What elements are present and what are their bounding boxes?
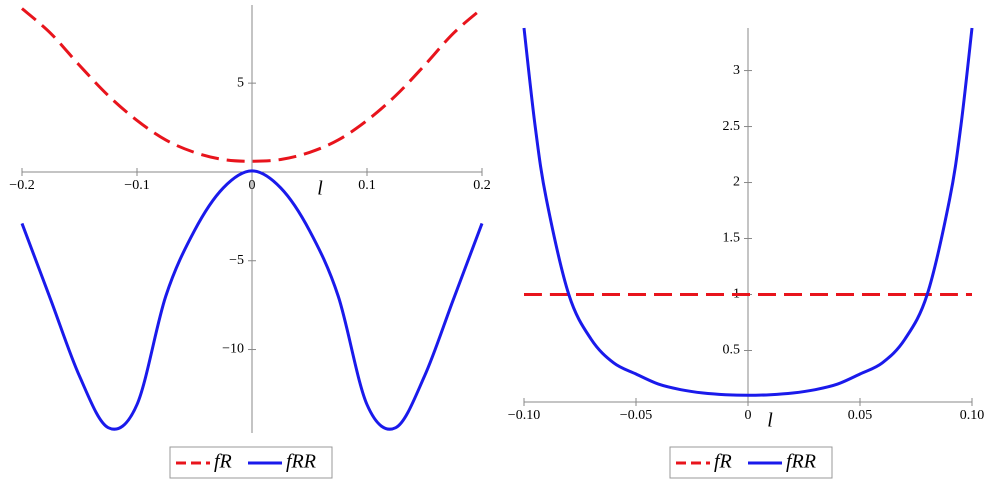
line-series	[20, 169, 484, 431]
x-tick-label: −0.05	[620, 408, 652, 423]
y-tick-label: −10	[222, 342, 244, 357]
legend-label: fRR	[286, 451, 316, 473]
x-tick-label: −0.2	[9, 178, 34, 193]
y-tick-label: 2	[733, 175, 740, 190]
legend-box	[669, 446, 833, 479]
x-tick-label: 0.05	[848, 408, 873, 423]
x-tick-label: −0.1	[124, 178, 149, 193]
legend-label: fR	[714, 451, 732, 473]
line-series	[522, 27, 974, 397]
y-tick-label: 2.5	[723, 119, 741, 134]
x-tick-label: 0.2	[473, 178, 491, 193]
x-tick-label: 0	[745, 408, 752, 423]
y-tick-label: 3	[733, 63, 740, 78]
legend-label: fRR	[786, 451, 816, 473]
x-tick-label: 0.1	[358, 178, 376, 193]
y-tick-label: −5	[229, 253, 244, 268]
x-axis-label: l	[767, 410, 773, 432]
y-tick-label: 5	[237, 75, 244, 90]
legend-label: fR	[214, 451, 232, 473]
y-tick-label: 1.5	[723, 231, 741, 246]
x-axis-label: l	[317, 178, 323, 200]
x-tick-label: 0	[249, 178, 256, 193]
line-series	[21, 7, 483, 163]
y-tick-label: 0.5	[723, 343, 741, 358]
x-tick-label: 0.10	[960, 408, 985, 423]
legend-box	[169, 446, 333, 479]
x-tick-label: −0.10	[508, 408, 540, 423]
